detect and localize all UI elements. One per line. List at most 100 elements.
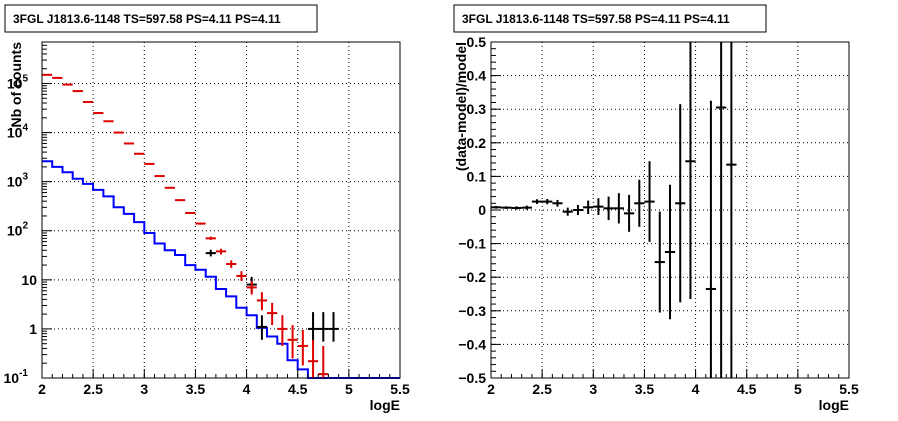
data-point <box>103 120 114 123</box>
y-tick-label: 0.2 <box>467 135 487 151</box>
data-point <box>205 249 216 257</box>
data-point <box>552 199 563 207</box>
y-tick-label: −0.2 <box>458 269 486 285</box>
y-tick-label: 0 <box>478 202 486 218</box>
model-histogram-line <box>42 160 400 379</box>
data-point <box>113 131 124 134</box>
x-tick-label: 3.5 <box>635 381 655 397</box>
y-axis-label: Nb of counts <box>8 42 24 128</box>
x-tick-label: 3 <box>140 381 148 397</box>
data-point <box>154 175 165 178</box>
y-tick-label: −0.4 <box>458 336 486 352</box>
data-point <box>307 339 319 378</box>
data-point <box>716 42 727 378</box>
counts-chart: 3FGL J1813.6-1148 TS=597.58 PS=4.11 PS=4… <box>4 4 410 413</box>
y-tick-exponent: -1 <box>19 368 28 379</box>
data-point <box>603 196 614 221</box>
data-point <box>685 42 696 300</box>
data-point <box>195 222 206 225</box>
data-point <box>185 211 196 214</box>
data-point <box>123 142 135 145</box>
data-series <box>491 42 737 378</box>
residual-chart: 3FGL J1813.6-1148 TS=597.58 PS=4.11 PS=4… <box>453 4 859 413</box>
y-tick-label: 0.4 <box>467 68 487 84</box>
data-point <box>246 280 257 295</box>
data-point <box>236 271 247 281</box>
x-tick-label: 5 <box>794 381 802 397</box>
data-point <box>613 193 624 224</box>
x-tick-label: 3.5 <box>186 381 206 397</box>
y-tick-label: 102 <box>7 221 29 239</box>
data-point <box>144 162 155 165</box>
x-tick-label: 4.5 <box>288 381 308 397</box>
data-point <box>531 199 543 204</box>
data-point <box>164 186 175 189</box>
data-point <box>644 161 655 242</box>
data-point <box>297 330 308 366</box>
y-tick-label: 103 <box>7 172 29 190</box>
chart-title-box <box>453 4 767 33</box>
data-point <box>664 184 676 320</box>
data-point <box>675 104 686 303</box>
x-tick-label: 4.5 <box>737 381 757 397</box>
grid-lines <box>491 42 849 378</box>
data-point <box>256 315 268 340</box>
x-axis-label: logE <box>370 397 400 413</box>
x-tick-label: 4 <box>692 381 700 397</box>
x-tick-label: 2 <box>487 381 495 397</box>
data-point <box>634 179 645 227</box>
data-point <box>277 315 288 346</box>
x-tick-label: 5.5 <box>390 381 410 397</box>
x-tick-label: 2.5 <box>83 381 103 397</box>
x-tick-label: 3 <box>589 381 597 397</box>
data-point <box>205 236 216 240</box>
data-point <box>501 206 512 209</box>
x-tick-label: 2 <box>38 381 46 397</box>
counts-plot-panel: 3FGL J1813.6-1148 TS=597.58 PS=4.11 PS=4… <box>4 4 410 413</box>
y-tick-label: 10-1 <box>4 368 29 386</box>
data-point <box>542 198 553 205</box>
y-tick-label: −0.5 <box>458 370 486 386</box>
x-tick-label: 5.5 <box>839 381 859 397</box>
data-point <box>593 198 604 216</box>
data-point <box>226 260 237 268</box>
data-point <box>654 211 665 313</box>
data-point <box>174 199 186 202</box>
chart-title: 3FGL J1813.6-1148 TS=597.58 PS=4.11 PS=4… <box>462 12 730 26</box>
data-point <box>511 206 522 210</box>
data-point <box>287 325 298 359</box>
data-point <box>318 312 329 342</box>
data-point <box>572 204 584 216</box>
x-tick-label: 5 <box>345 381 353 397</box>
data-point <box>307 312 319 342</box>
grid-lines <box>42 42 400 378</box>
data-point <box>521 205 532 210</box>
y-tick-exponent: 3 <box>22 172 28 183</box>
data-point <box>134 152 145 155</box>
data-point <box>215 248 227 255</box>
y-tick-label: 0.3 <box>467 101 487 117</box>
data-point <box>491 205 502 209</box>
x-tick-label: 4 <box>243 381 251 397</box>
data-point <box>562 207 573 216</box>
data-point <box>583 200 594 215</box>
axis-ticks: 2 2.5 3 3.5 4 4.5 5 5.5 −0.5 −0.4 −0.3 −0.2 −0.1 0 0.1… <box>458 34 859 397</box>
data-point <box>328 312 339 342</box>
y-tick-label: −0.3 <box>458 303 486 319</box>
y-tick-label: 1 <box>29 321 37 337</box>
data-point <box>267 302 278 326</box>
x-tick-label: 2.5 <box>532 381 552 397</box>
y-tick-label: −0.1 <box>458 236 486 252</box>
y-tick-exponent: 4 <box>22 123 28 134</box>
y-axis-label: (data-model)/model <box>453 42 469 171</box>
data-point <box>623 194 635 232</box>
data-point <box>705 100 717 378</box>
y-tick-exponent: 5 <box>22 73 28 84</box>
residual-plot-panel: 3FGL J1813.6-1148 TS=597.58 PS=4.11 PS=4… <box>449 0 898 421</box>
data-point <box>318 345 329 378</box>
chart-title-box <box>4 4 318 33</box>
data-point <box>82 100 94 103</box>
data-point <box>93 112 104 115</box>
x-axis-label: logE <box>819 397 849 413</box>
y-tick-exponent: 2 <box>22 221 28 232</box>
